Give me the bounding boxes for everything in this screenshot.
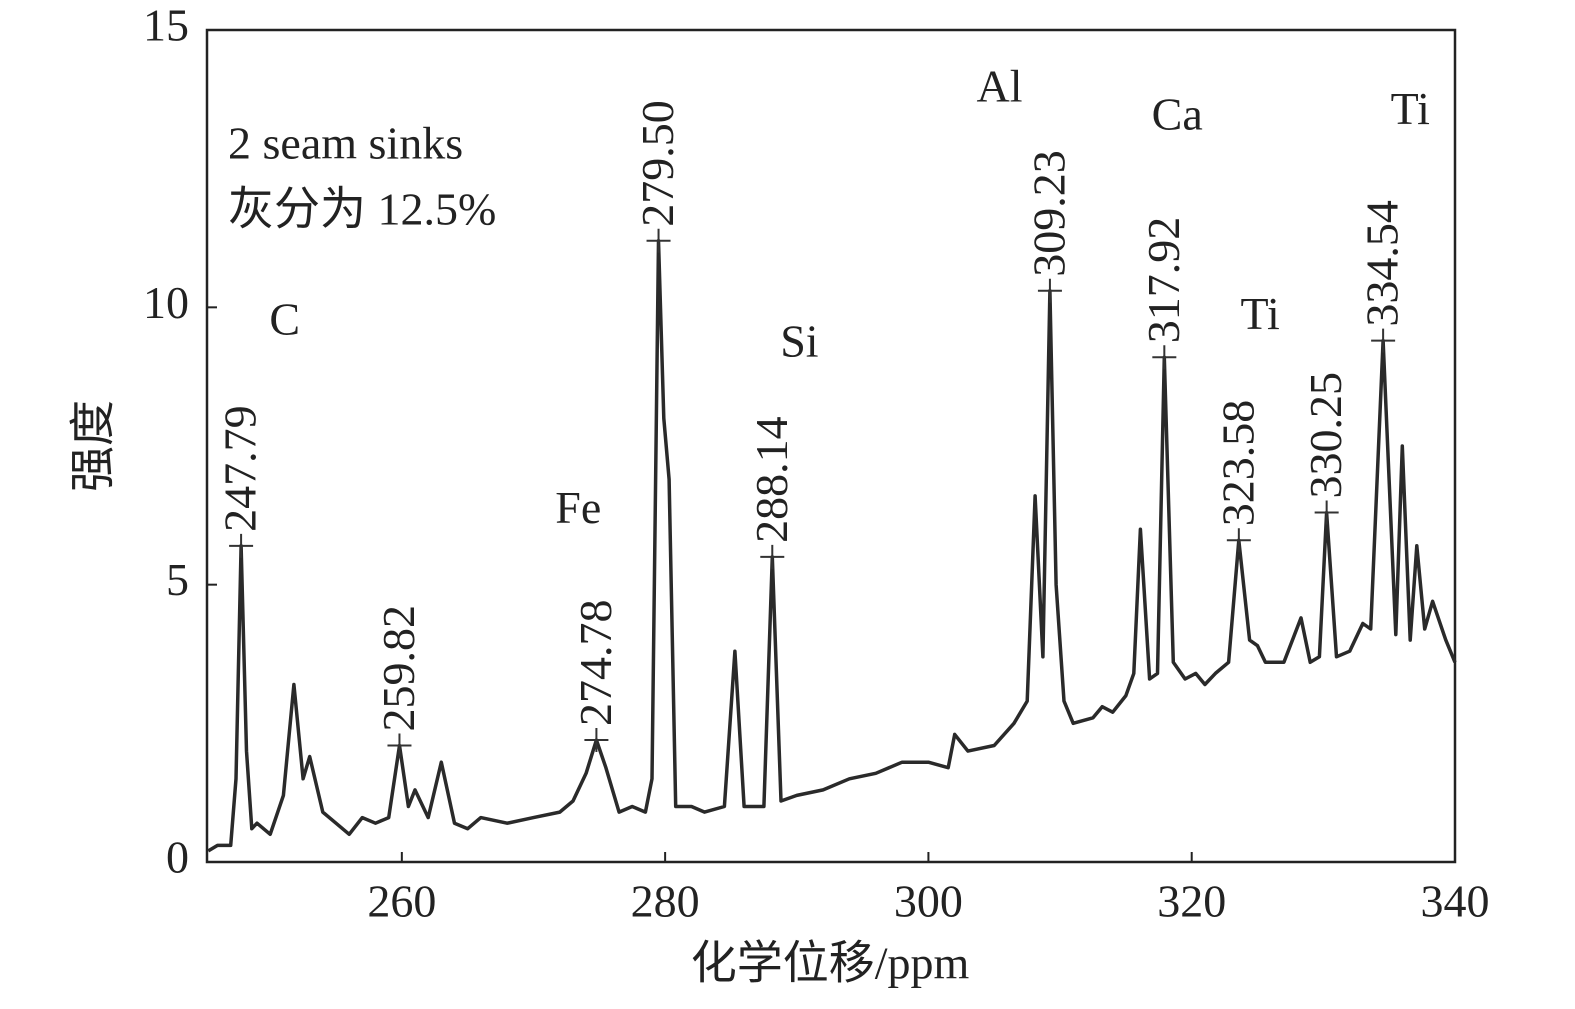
peak-marker: [387, 733, 412, 758]
peak-marker: [1371, 328, 1396, 353]
spectrum-line: [207, 239, 1457, 853]
peak-marker: [760, 544, 785, 569]
x-tick-label: 280: [631, 876, 700, 927]
x-tick-label: 300: [894, 876, 963, 927]
y-tick-label: 10: [143, 277, 189, 328]
peak-marker: [1152, 345, 1177, 370]
y-tick-label: 5: [166, 554, 189, 605]
x-tick-label: 320: [1157, 876, 1226, 927]
element-annotation: C: [269, 294, 300, 345]
y-tick-label: 15: [143, 0, 189, 51]
info-text: 灰分为 12.5%: [228, 184, 496, 235]
peak-marker: [229, 533, 254, 558]
y-axis-label: 强度: [68, 400, 119, 492]
element-annotation: Ti: [1391, 83, 1430, 134]
peak-label: 247.79: [215, 405, 266, 532]
plot-frame: [205, 28, 1457, 864]
peak-marker: [1314, 500, 1339, 525]
peak-label: 309.23: [1023, 150, 1074, 277]
element-annotation: Ti: [1241, 288, 1280, 339]
peak-label: 279.50: [632, 100, 683, 227]
peak-label: 288.14: [746, 416, 797, 543]
peak-marker: [584, 727, 609, 752]
peak-label: 334.54: [1357, 200, 1408, 327]
x-tick-label: 260: [367, 876, 436, 927]
peak-label: 323.58: [1212, 400, 1263, 527]
peak-label: 259.82: [373, 605, 424, 732]
x-tick-label: 340: [1421, 876, 1490, 927]
element-annotation: Al: [977, 61, 1023, 112]
y-tick-label: 0: [166, 832, 189, 883]
element-annotation: Si: [780, 316, 818, 367]
peak-marker: [646, 228, 671, 253]
peak-marker: [1226, 528, 1251, 553]
peak-label: 274.78: [570, 599, 621, 726]
peak-label: 317.92: [1138, 217, 1189, 344]
peak-marker: [1037, 278, 1062, 303]
element-annotation: Ca: [1152, 88, 1203, 139]
info-text: 2 seam sinks: [228, 118, 463, 169]
peak-label: 330.25: [1300, 372, 1351, 499]
element-annotation: Fe: [555, 482, 601, 533]
x-axis-label: 化学位移/ppm: [691, 938, 970, 989]
